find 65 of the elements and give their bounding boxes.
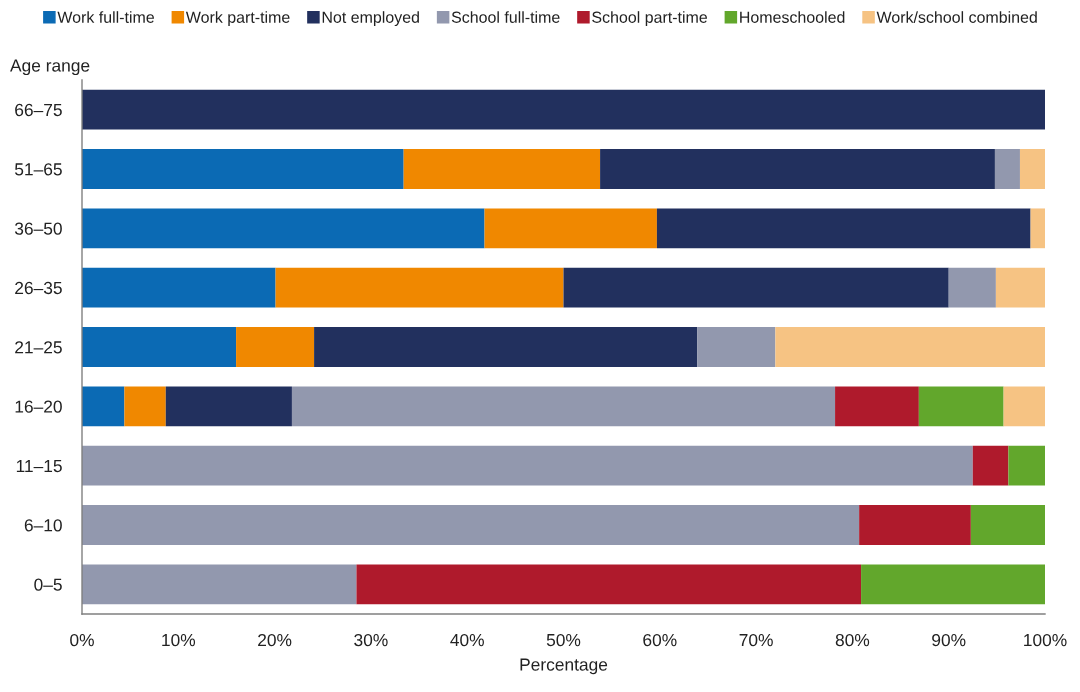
y-tick-label: 16–20 bbox=[15, 400, 62, 413]
bar bbox=[484, 208, 657, 249]
bar bbox=[236, 327, 315, 367]
bar bbox=[82, 505, 860, 545]
bar bbox=[82, 208, 485, 249]
bar bbox=[697, 327, 776, 367]
bar bbox=[1008, 445, 1045, 486]
x-tick-label: 20% bbox=[258, 633, 292, 647]
bar bbox=[861, 564, 1045, 605]
x-tick-label: 40% bbox=[450, 633, 484, 647]
bar bbox=[275, 267, 564, 308]
bar bbox=[563, 267, 949, 308]
legend-label: Homeschooled bbox=[740, 11, 845, 23]
bar bbox=[356, 564, 862, 605]
bar bbox=[835, 386, 919, 427]
bar bbox=[1019, 149, 1045, 189]
bar bbox=[82, 149, 404, 189]
y-tick-label: 51–65 bbox=[14, 163, 62, 176]
y-tick-label: 11–15 bbox=[16, 460, 62, 473]
bar bbox=[314, 327, 698, 367]
bar bbox=[82, 386, 125, 427]
x-tick-label: 90% bbox=[932, 633, 966, 647]
bar bbox=[82, 445, 973, 486]
legend-label: Work/school combined bbox=[876, 11, 1037, 23]
bar bbox=[82, 89, 1045, 130]
y-tick-label: 0–5 bbox=[34, 578, 62, 591]
bar bbox=[859, 505, 971, 545]
bar bbox=[82, 564, 357, 605]
y-tick-label: 66–75 bbox=[15, 103, 62, 117]
x-tick-label: 0% bbox=[70, 633, 94, 647]
bar bbox=[291, 386, 836, 427]
bar bbox=[82, 267, 276, 308]
x-axis-title: Percentage bbox=[520, 658, 608, 675]
y-tick-label: 36–50 bbox=[14, 222, 62, 235]
y-tick-label: 26–35 bbox=[15, 281, 62, 295]
x-tick-label: 80% bbox=[835, 633, 870, 647]
bar bbox=[775, 327, 1045, 367]
legend-label: School full-time bbox=[451, 11, 560, 23]
bar bbox=[165, 386, 292, 427]
bar bbox=[82, 327, 237, 367]
bar bbox=[948, 267, 996, 308]
bar bbox=[972, 445, 1009, 486]
bar bbox=[124, 386, 166, 427]
legend-label: Work part-time bbox=[185, 11, 290, 27]
y-tick-label: 6–10 bbox=[24, 519, 62, 532]
x-tick-label: 100% bbox=[1024, 633, 1067, 647]
legend-label: Work full-time bbox=[57, 11, 154, 23]
y-axis-title: Age range bbox=[10, 59, 90, 76]
y-tick-label: 21–25 bbox=[15, 341, 62, 354]
bar bbox=[994, 149, 1020, 189]
bar bbox=[1030, 208, 1045, 249]
bar bbox=[918, 386, 1004, 427]
bar bbox=[1003, 386, 1045, 427]
bar bbox=[600, 149, 995, 189]
x-tick-label: 60% bbox=[643, 633, 677, 647]
x-tick-label: 30% bbox=[354, 633, 388, 647]
x-tick-label: 10% bbox=[162, 633, 196, 647]
bar bbox=[995, 267, 1045, 308]
x-tick-label: 50% bbox=[546, 633, 581, 647]
x-tick-label: 70% bbox=[739, 633, 773, 647]
legend-label: School part-time bbox=[592, 11, 708, 27]
legend-label: Not employed bbox=[322, 11, 419, 27]
bar bbox=[656, 208, 1031, 249]
bar bbox=[970, 505, 1045, 545]
bar bbox=[403, 149, 601, 189]
